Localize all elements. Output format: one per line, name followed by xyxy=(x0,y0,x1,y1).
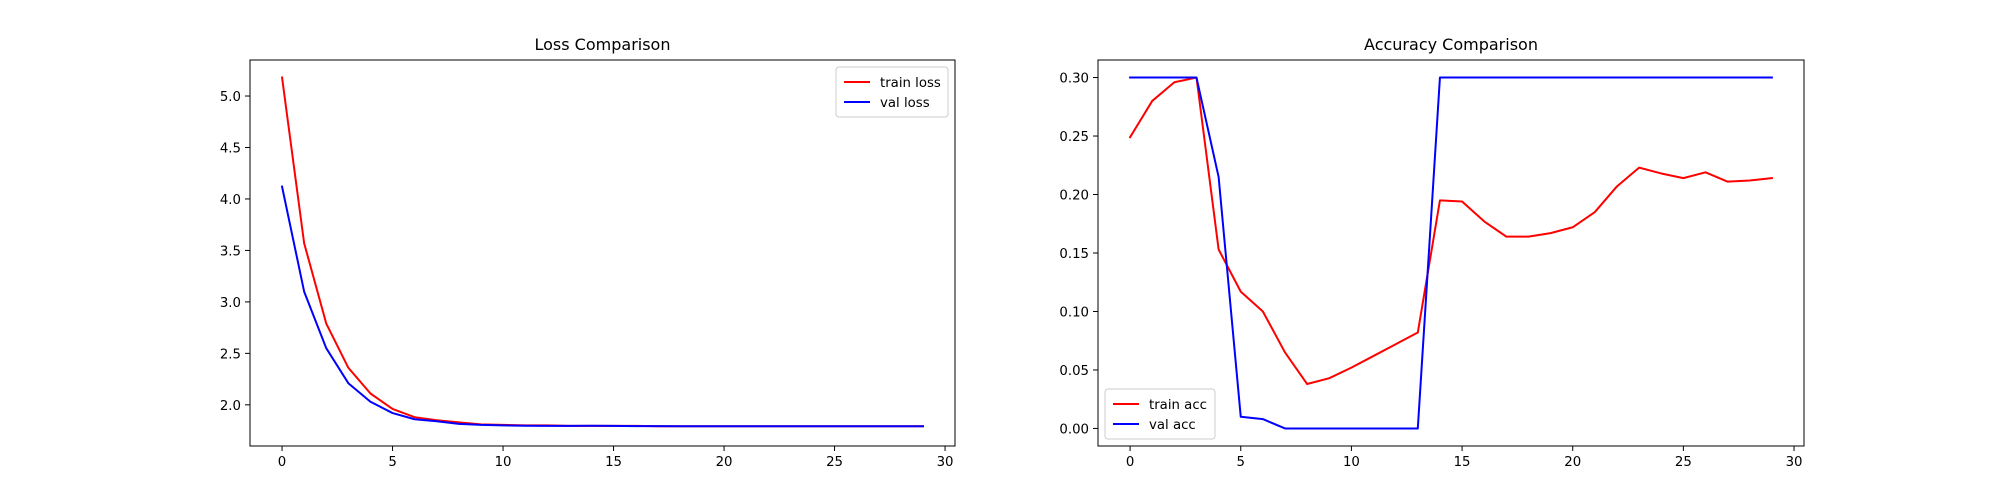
x-tick-label: 10 xyxy=(495,455,512,470)
x-tick-label: 0 xyxy=(1126,455,1134,470)
legend-label: train acc xyxy=(1149,398,1207,413)
x-tick-label: 30 xyxy=(1786,455,1803,470)
y-tick-label: 4.0 xyxy=(220,193,241,208)
y-tick-label: 5.0 xyxy=(220,90,241,105)
series-line-train-acc xyxy=(1128,76,1774,386)
legend-label: val acc xyxy=(1149,418,1196,433)
plot-frame xyxy=(1097,59,1805,447)
plot-frame xyxy=(249,59,956,447)
loss-chart: Loss Comparison 0 5 10 15 20 25 30 2.0 2.5 3.0 3.5 4… xyxy=(220,35,956,470)
y-tick-label: 0.00 xyxy=(1059,422,1089,437)
x-tick-label: 20 xyxy=(1564,455,1581,470)
x-tick-label: 10 xyxy=(1343,455,1360,470)
y-tick-label: 0.25 xyxy=(1059,130,1089,145)
y-tick-label: 4.5 xyxy=(220,141,241,156)
legend-label: train loss xyxy=(880,76,941,91)
x-tick-label: 5 xyxy=(388,455,396,470)
x-tick-label: 30 xyxy=(937,455,954,470)
x-tick-label: 25 xyxy=(826,455,843,470)
x-tick-label: 15 xyxy=(605,455,622,470)
chart-title: Loss Comparison xyxy=(535,35,671,54)
x-tick-label: 20 xyxy=(716,455,733,470)
legend-box xyxy=(835,66,949,118)
legend-box xyxy=(1104,388,1216,440)
y-tick-label: 0.20 xyxy=(1059,189,1089,204)
x-tick-label: 15 xyxy=(1454,455,1471,470)
y-tick-label: 0.30 xyxy=(1059,72,1089,87)
y-tick-label: 0.05 xyxy=(1059,364,1089,379)
series-line-val-loss xyxy=(280,185,924,428)
y-tick-label: 3.0 xyxy=(220,296,241,311)
y-tick-label: 2.5 xyxy=(220,347,241,362)
accuracy-chart: Accuracy Comparison 0 5 10 15 20 25 30 0.00 0.05 0… xyxy=(1059,35,1805,470)
chart-title: Accuracy Comparison xyxy=(1364,35,1538,54)
x-tick-label: 0 xyxy=(278,455,286,470)
y-tick-label: 0.15 xyxy=(1059,247,1089,262)
x-tick-label: 25 xyxy=(1675,455,1692,470)
legend: train acc val acc xyxy=(1104,388,1216,440)
series-line-train-loss xyxy=(280,76,924,428)
legend-label: val loss xyxy=(880,96,930,111)
x-tick-label: 5 xyxy=(1237,455,1245,470)
legend: train loss val loss xyxy=(835,66,949,118)
series-line-val-acc xyxy=(1129,76,1773,430)
y-tick-label: 3.5 xyxy=(220,244,241,259)
y-tick-label: 2.0 xyxy=(220,399,241,414)
y-tick-label: 0.10 xyxy=(1059,305,1089,320)
